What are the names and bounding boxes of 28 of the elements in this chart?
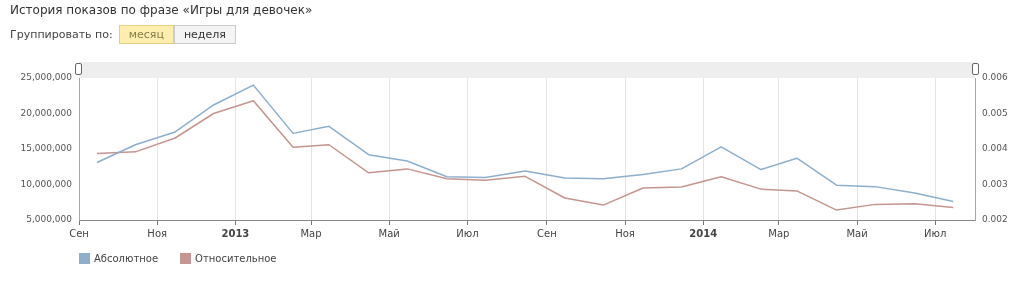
x-tick-label: Июл bbox=[924, 227, 947, 239]
x-tick-label: 2014 bbox=[689, 227, 718, 239]
y-tick-label: 5,000,000 bbox=[26, 214, 73, 225]
text: неделя bbox=[173, 25, 236, 44]
legend-label: Абсолютное bbox=[94, 253, 159, 264]
y-tick-label: 10,000,000 bbox=[20, 178, 73, 189]
x-tick-label: 2013 bbox=[221, 227, 250, 239]
y2-tick-label: 0.003 bbox=[982, 178, 1008, 189]
chart-title: История показов по фразе «Игры для девочек» bbox=[10, 3, 313, 17]
x-tick-label: Июл bbox=[456, 227, 479, 239]
x-tick-label: Мар bbox=[300, 227, 322, 239]
y-tick-label: 20,000,000 bbox=[20, 107, 73, 118]
x-tick-label: Май bbox=[378, 227, 400, 239]
x-tick-label: Ноя bbox=[147, 227, 168, 239]
legend-label: Относительное bbox=[195, 253, 277, 264]
y2-tick-label: 0.002 bbox=[982, 214, 1008, 225]
y-tick-label: 25,000,000 bbox=[20, 72, 73, 83]
y2-tick-label: 0.005 bbox=[982, 107, 1008, 118]
text: месяц bbox=[118, 25, 174, 44]
x-tick-label: Ноя bbox=[615, 227, 635, 239]
y2-tick-label: 0.006 bbox=[982, 72, 1009, 83]
text: Группировать по: bbox=[10, 28, 113, 41]
y-tick-label: 15,000,000 bbox=[20, 143, 73, 154]
x-tick-label: Мар bbox=[768, 227, 790, 239]
x-tick-label: Сен bbox=[69, 227, 89, 239]
x-tick-label: Сен bbox=[537, 227, 557, 239]
y2-tick-label: 0.004 bbox=[982, 143, 1009, 154]
x-tick-label: Май bbox=[846, 227, 868, 239]
